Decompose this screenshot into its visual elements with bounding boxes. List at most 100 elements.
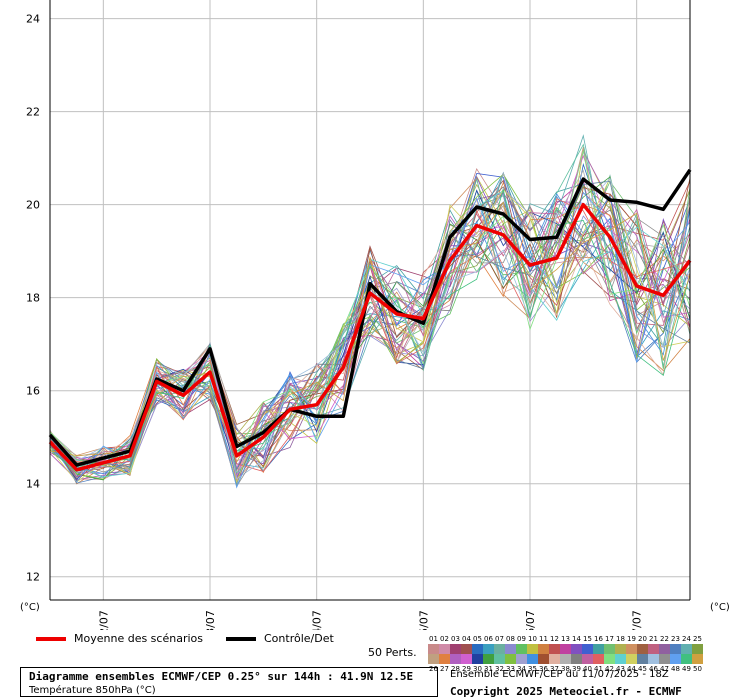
member-number: 02 [440,635,449,643]
member-color-swatch [516,654,527,664]
member-color-swatch [582,654,593,664]
member-number: 13 [561,635,570,643]
member-number: 15 [583,635,592,643]
member-number: 42 [605,665,614,673]
member-color-swatch [494,654,505,664]
member-color-swatch [483,654,494,664]
member-line [49,189,691,473]
chart-grid [50,0,690,600]
member-color-swatch [549,644,560,654]
member-line [49,180,691,471]
member-legend-grid: 01 02 03 04 05 06 07 08 09 10 11 12 13 14 15 16 17 18 19 20… [428,634,706,674]
member-colors-row2 [428,654,706,664]
member-color-swatch [560,644,571,654]
member-line [49,194,691,476]
member-color-swatch [604,654,615,664]
member-color-swatch [681,644,692,654]
member-line [49,176,691,488]
member-number: 04 [462,635,471,643]
member-number: 27 [440,665,449,673]
member-color-swatch [527,644,538,654]
member-number: 17 [605,635,614,643]
member-color-swatch [670,654,681,664]
member-number: 30 [473,665,482,673]
ensemble-chart: 12 14 16 18 20 22 24 12/07 13/07 14/07 15/07 16/07… [20,0,730,630]
member-number: 21 [649,635,658,643]
title-box: Diagramme ensembles ECMWF/CEP 0.25° sur … [20,667,438,697]
y-tick-label: 16 [26,385,40,398]
member-color-swatch [461,654,472,664]
member-number: 03 [451,635,460,643]
member-color-swatch [560,654,571,664]
member-color-swatch [516,644,527,654]
x-tick-label: 16/07 [524,610,537,630]
member-number: 14 [572,635,581,643]
member-line [49,173,691,480]
member-number: 12 [550,635,559,643]
member-colors-row1 [428,644,706,654]
member-number: 10 [528,635,537,643]
member-number: 22 [660,635,669,643]
member-color-swatch [472,644,483,654]
legend-mean-swatch [36,636,66,641]
member-color-swatch [439,644,450,654]
diagram-subtitle: Température 850hPa (°C) [29,685,156,696]
member-color-swatch [450,654,461,664]
member-line [49,191,691,489]
member-color-swatch [593,644,604,654]
member-number: 40 [583,665,592,673]
member-numbers-row1: 01 02 03 04 05 06 07 08 09 10 11 12 13 14 15 16 17 18 19 20… [428,634,706,644]
member-color-swatch [681,654,692,664]
member-number: 26 [429,665,438,673]
member-color-swatch [483,644,494,654]
member-color-swatch [549,654,560,664]
chart-axes [49,0,691,601]
member-color-swatch [571,654,582,664]
y-tick-label: 18 [26,292,40,305]
member-number: 05 [473,635,482,643]
x-tick-label: 14/07 [311,610,324,630]
member-number: 46 [649,665,658,673]
legend-control-label: Contrôle/Det [264,632,334,645]
member-number: 24 [682,635,691,643]
member-color-swatch [637,654,648,664]
member-number: 16 [594,635,603,643]
x-tick-label: 17/07 [631,610,644,630]
member-color-swatch [505,644,516,654]
member-line [49,177,691,482]
member-color-swatch [615,654,626,664]
member-number: 47 [660,665,669,673]
member-number: 23 [671,635,680,643]
member-color-swatch [428,644,439,654]
legend-mean: Moyenne des scénarios [36,632,203,645]
main-series-lines [48,168,692,472]
member-number: 37 [550,665,559,673]
member-number: 19 [627,635,636,643]
member-color-swatch [648,644,659,654]
legend-control-swatch [226,636,256,641]
diagram-title: Diagramme ensembles ECMWF/CEP 0.25° sur … [29,670,414,683]
run-info: Ensemble ECMWF/CEP du 11/07/2025 - 18Z [450,669,669,680]
y-tick-label: 12 [26,571,40,584]
member-color-swatch [626,644,637,654]
x-tick-labels: 12/07 13/07 14/07 15/07 16/07 17/07 [97,610,643,630]
member-color-swatch [637,644,648,654]
member-color-swatch [461,644,472,654]
control-line [48,168,692,467]
member-color-swatch [538,654,549,664]
member-number: 50 [693,665,702,673]
member-number: 32 [495,665,504,673]
member-color-swatch [494,644,505,654]
copyright: Copyright 2025 Meteociel.fr - ECMWF [450,685,682,698]
member-number: 38 [561,665,570,673]
member-number: 11 [539,635,548,643]
member-number: 45 [638,665,647,673]
member-color-swatch [692,654,703,664]
member-number: 39 [572,665,581,673]
member-line [49,179,691,472]
member-color-swatch [659,644,670,654]
y-tick-label: 24 [26,13,40,26]
member-number: 09 [517,635,526,643]
member-number: 18 [616,635,625,643]
member-line [49,201,691,464]
